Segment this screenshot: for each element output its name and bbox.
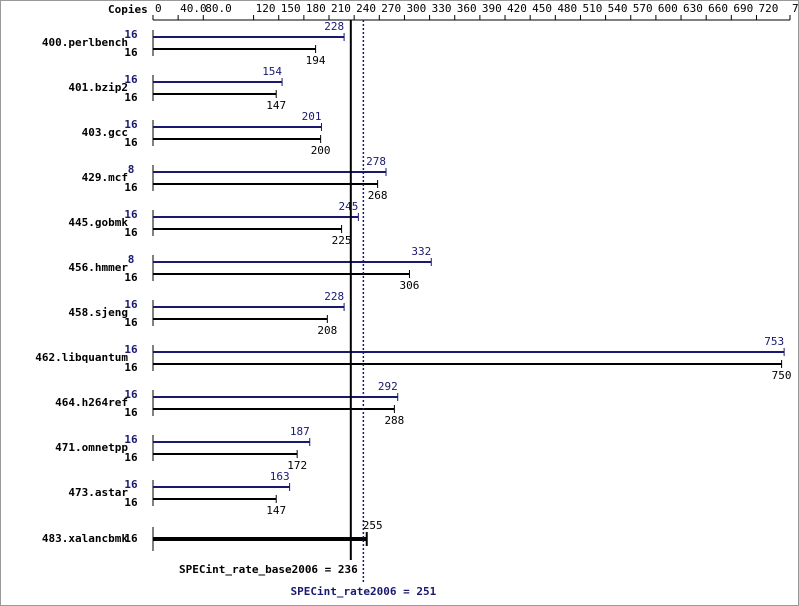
x-tick-label: 150 (281, 2, 301, 15)
base-metric-label: SPECint_rate_base2006 = 236 (179, 563, 358, 576)
x-tick-label: 480 (557, 2, 577, 15)
value-label: 154 (262, 65, 282, 78)
copies-label: 16 (124, 316, 138, 329)
value-label: 255 (363, 519, 383, 532)
copies-label: 16 (124, 406, 138, 419)
x-tick-label: 210 (331, 2, 351, 15)
value-label: 225 (332, 234, 352, 247)
copies-label: 16 (124, 208, 138, 221)
x-tick-label: 240 (356, 2, 376, 15)
value-label: 228 (324, 290, 344, 303)
copies-label: 16 (124, 451, 138, 464)
category-label: 429.mcf (82, 171, 128, 184)
value-label: 208 (317, 324, 337, 337)
copies-label: 16 (124, 343, 138, 356)
category-label: 456.hmmer (68, 261, 128, 274)
x-tick-label: 540 (608, 2, 628, 15)
value-label: 200 (311, 144, 331, 157)
copies-label: 16 (124, 532, 138, 545)
value-label: 278 (366, 155, 386, 168)
x-tick-label: 630 (683, 2, 703, 15)
category-label: 471.omnetpp (55, 441, 128, 454)
value-label: 201 (302, 110, 322, 123)
value-label: 187 (290, 425, 310, 438)
copies-label: 16 (124, 73, 138, 86)
category-label: 483.xalancbmk (42, 532, 128, 545)
copies-label: 16 (124, 388, 138, 401)
copies-label: 16 (124, 298, 138, 311)
copies-label: 16 (124, 136, 138, 149)
copies-label: 16 (124, 226, 138, 239)
copies-header: Copies (108, 3, 148, 16)
value-label: 332 (411, 245, 431, 258)
x-tick-label: 120 (256, 2, 276, 15)
copies-label: 16 (124, 496, 138, 509)
copies-label: 16 (124, 91, 138, 104)
x-tick-label: 270 (381, 2, 401, 15)
x-tick-label: 300 (406, 2, 426, 15)
value-label: 163 (270, 470, 290, 483)
copies-label: 16 (124, 181, 138, 194)
category-label: 473.astar (68, 486, 128, 499)
peak-metric-label: SPECint_rate2006 = 251 (291, 585, 437, 598)
category-label: 400.perlbench (42, 36, 128, 49)
x-tick-label: 330 (432, 2, 452, 15)
x-tick-label: 690 (733, 2, 753, 15)
value-label: 147 (266, 504, 286, 517)
x-tick-label: 0 (155, 2, 162, 15)
category-label: 401.bzip2 (68, 81, 128, 94)
value-label: 194 (306, 54, 326, 67)
value-label: 147 (266, 99, 286, 112)
x-tick-label: 600 (658, 2, 678, 15)
x-tick-label: 180 (306, 2, 326, 15)
value-label: 268 (368, 189, 388, 202)
x-tick-label: 360 (457, 2, 477, 15)
copies-label: 16 (124, 433, 138, 446)
value-label: 172 (287, 459, 307, 472)
value-label: 228 (324, 20, 344, 33)
value-label: 750 (772, 369, 792, 382)
category-label: 445.gobmk (68, 216, 128, 229)
copies-label: 16 (124, 271, 138, 284)
category-label: 458.sjeng (68, 306, 128, 319)
value-label: 753 (764, 335, 784, 348)
category-label: 462.libquantum (35, 351, 128, 364)
category-label: 464.h264ref (55, 396, 128, 409)
copies-label: 8 (128, 163, 135, 176)
x-tick-label: 450 (532, 2, 552, 15)
x-tick-label: 660 (708, 2, 728, 15)
copies-label: 16 (124, 46, 138, 59)
x-tick-label: 570 (633, 2, 653, 15)
copies-label: 16 (124, 361, 138, 374)
copies-label: 16 (124, 28, 138, 41)
x-tick-label: 760 (792, 2, 799, 15)
category-label: 403.gcc (82, 126, 128, 139)
x-tick-label: 390 (482, 2, 502, 15)
value-label: 245 (338, 200, 358, 213)
x-tick-label: 720 (758, 2, 778, 15)
x-tick-label: 40.0 (180, 2, 207, 15)
value-label: 292 (378, 380, 398, 393)
copies-label: 16 (124, 118, 138, 131)
x-tick-label: 510 (582, 2, 602, 15)
value-label: 306 (400, 279, 420, 292)
x-tick-label: 80.0 (205, 2, 232, 15)
copies-label: 16 (124, 478, 138, 491)
value-label: 288 (384, 414, 404, 427)
x-tick-label: 420 (507, 2, 527, 15)
copies-label: 8 (128, 253, 135, 266)
